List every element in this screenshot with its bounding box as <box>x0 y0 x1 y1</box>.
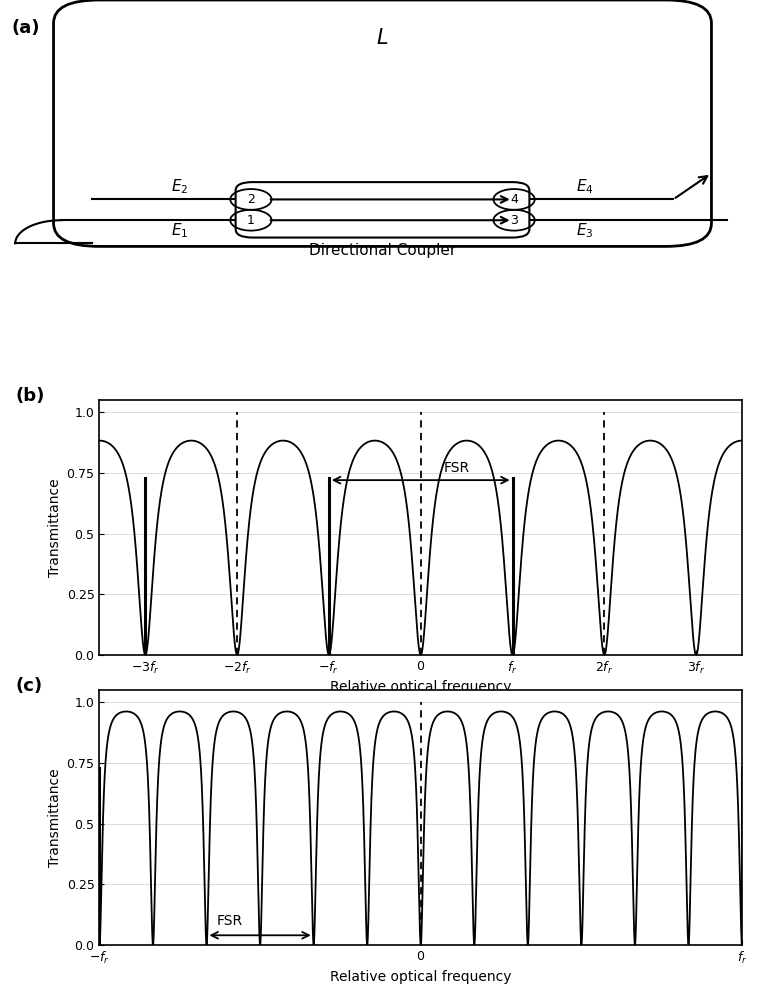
Text: 2: 2 <box>247 193 255 206</box>
Text: $E_4$: $E_4$ <box>576 177 594 196</box>
Y-axis label: Transmittance: Transmittance <box>48 768 63 867</box>
Text: (c): (c) <box>16 677 43 695</box>
Text: $L$: $L$ <box>376 28 389 48</box>
Text: $E_1$: $E_1$ <box>171 222 188 240</box>
Y-axis label: Transmittance: Transmittance <box>48 478 63 577</box>
X-axis label: Relative optical frequency: Relative optical frequency <box>330 970 512 984</box>
Text: FSR: FSR <box>216 914 243 928</box>
Text: $E_2$: $E_2$ <box>171 177 188 196</box>
FancyBboxPatch shape <box>236 182 529 238</box>
Text: (b): (b) <box>16 387 45 405</box>
Text: 3: 3 <box>510 214 518 227</box>
Text: $E_3$: $E_3$ <box>577 222 594 240</box>
Text: Directional Coupler: Directional Coupler <box>309 243 456 258</box>
Text: FSR: FSR <box>444 461 470 475</box>
X-axis label: Relative optical frequency: Relative optical frequency <box>330 680 512 694</box>
Text: (a): (a) <box>11 19 40 37</box>
Text: 4: 4 <box>510 193 518 206</box>
Text: 1: 1 <box>247 214 255 227</box>
